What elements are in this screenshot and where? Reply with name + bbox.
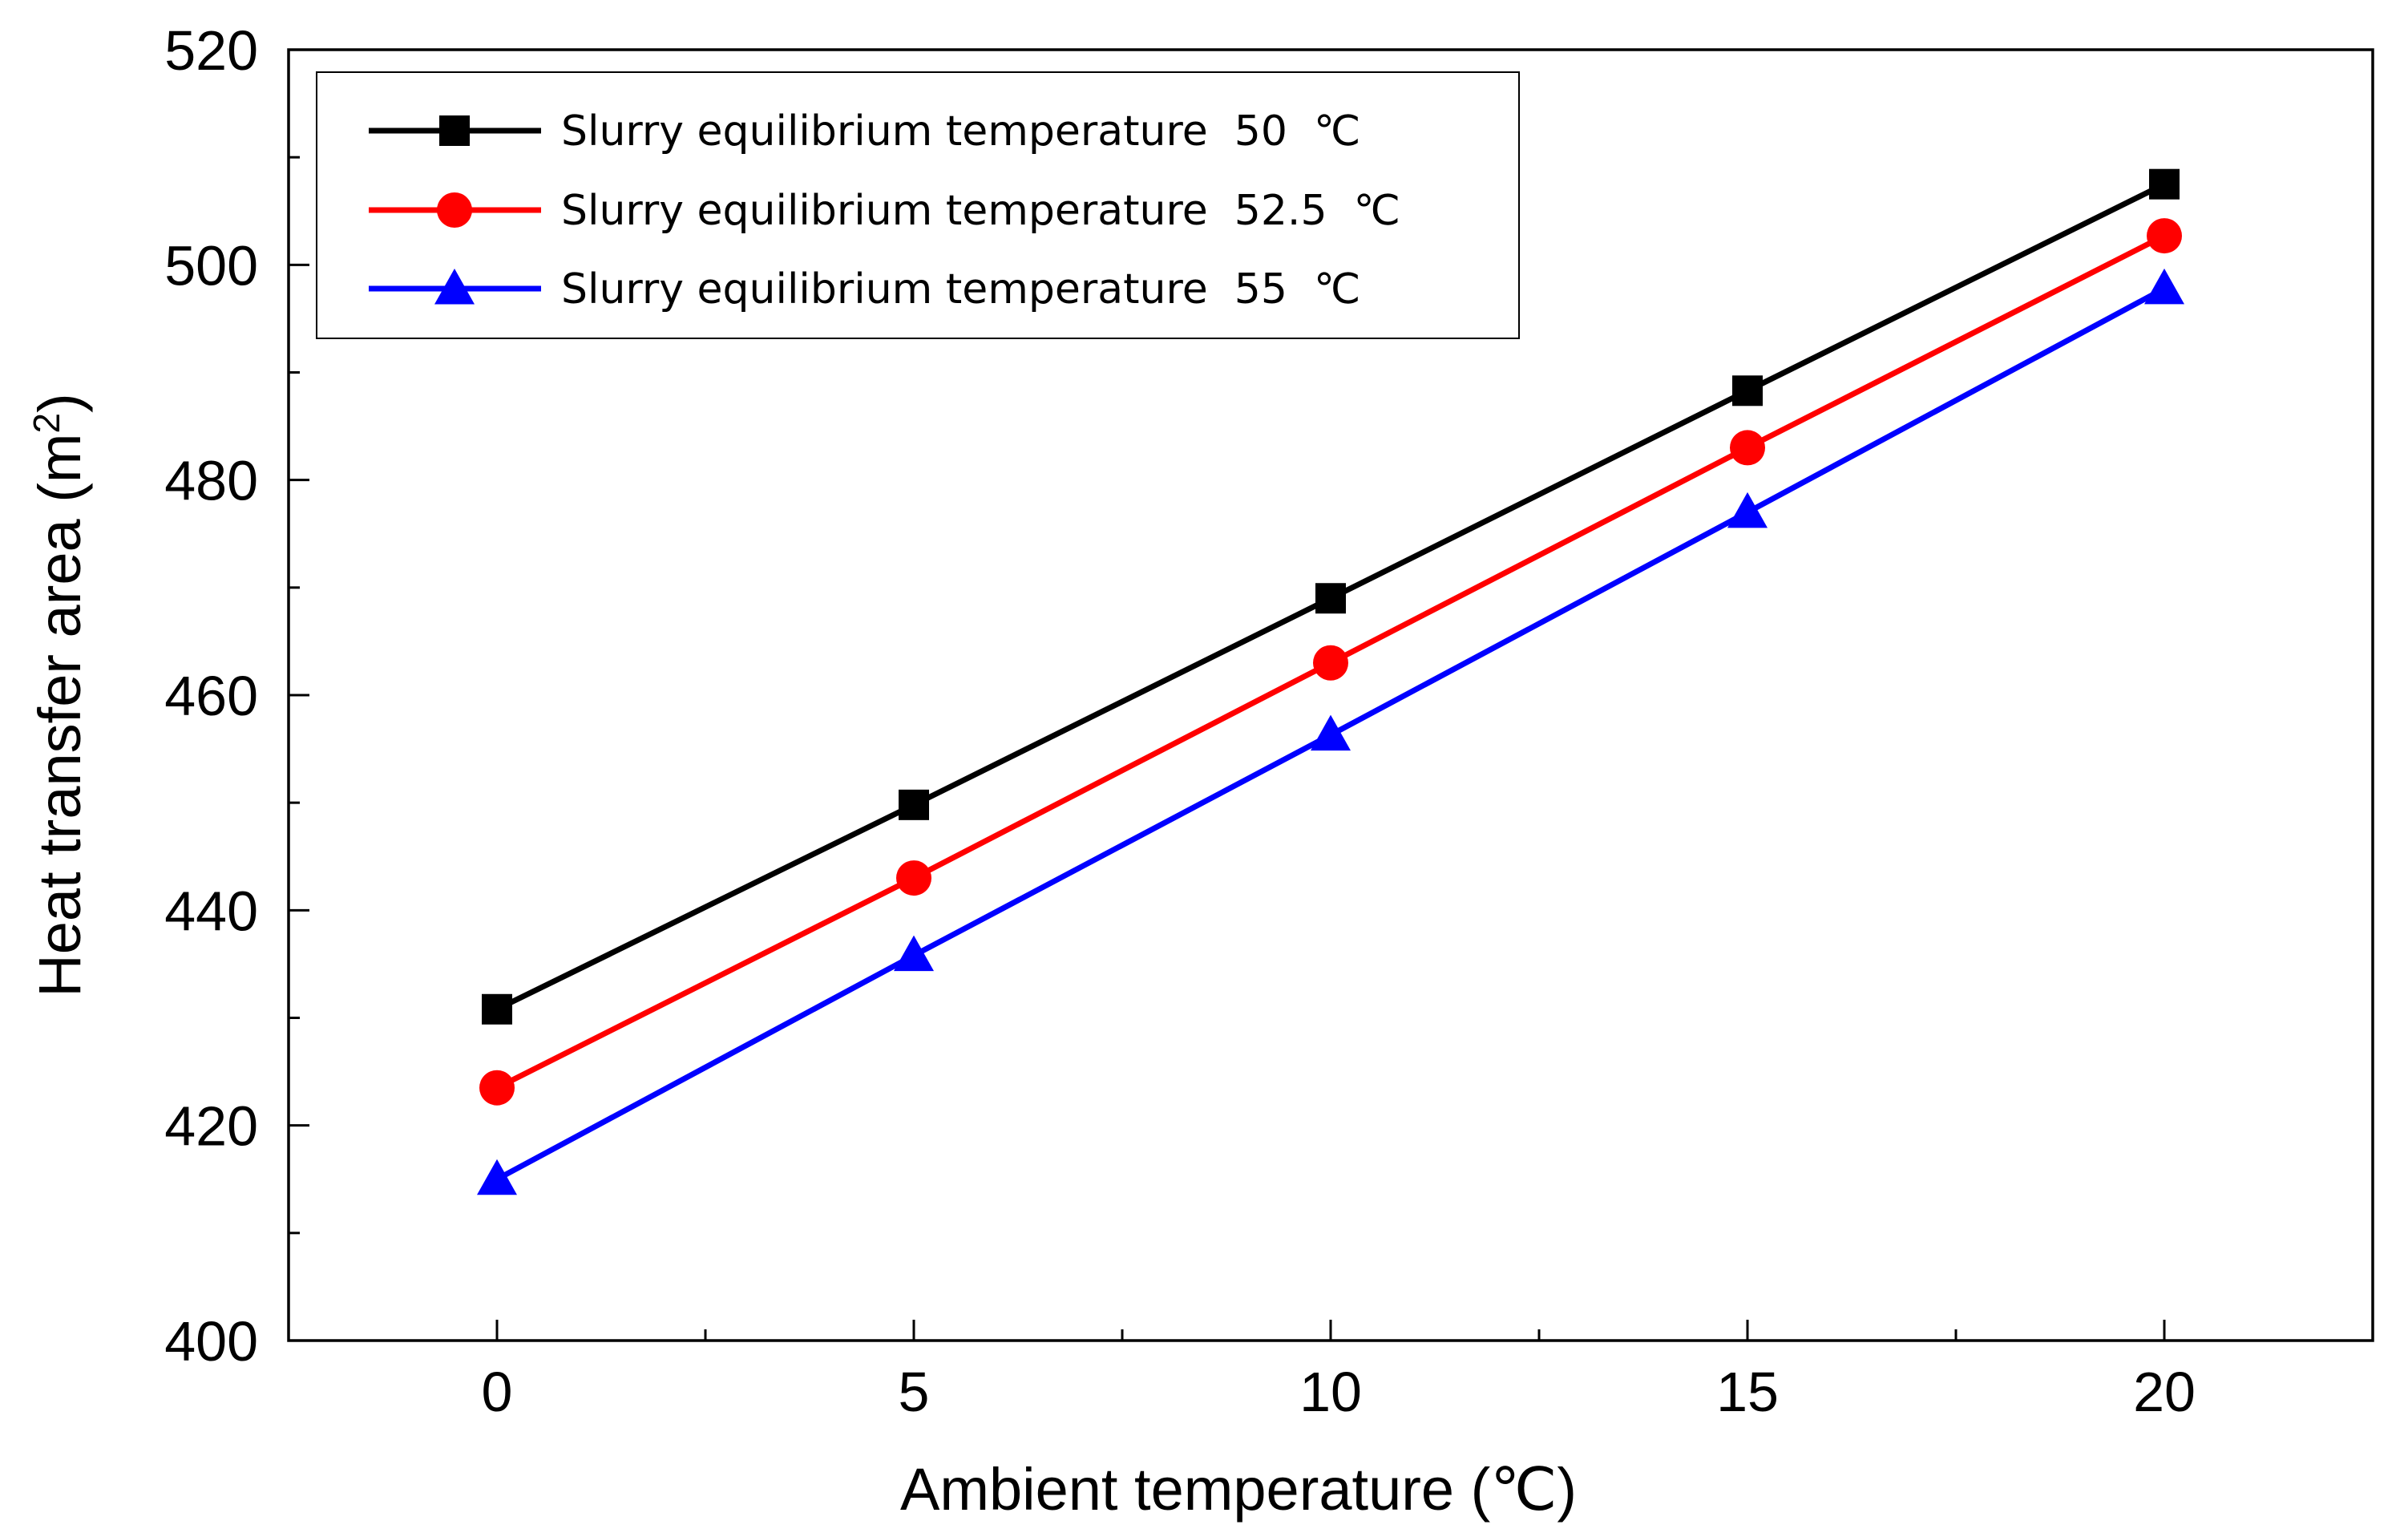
- series-50-marker: [899, 789, 929, 820]
- axis-tick-labels: 0 5 10 15 20 400 420 440 460 480 500 520: [164, 19, 2196, 1423]
- legend-entries: Slurry equilibrium temperature 50 ℃ Slurr…: [369, 107, 1400, 313]
- y-tick-label: 500: [164, 234, 258, 297]
- legend-box: [316, 71, 1520, 339]
- y-tick-label: 440: [164, 880, 258, 942]
- series-50-legend-label: Slurry equilibrium temperature 50 ℃: [561, 107, 1360, 156]
- x-tick-label: 10: [1299, 1361, 1362, 1423]
- axis-ticks: [289, 48, 2166, 1342]
- series-50-marker: [482, 993, 512, 1025]
- y-tick-label: 480: [164, 450, 258, 512]
- x-axis-label: Ambient temperature (℃): [900, 1456, 1577, 1523]
- series-50-marker: [2149, 168, 2180, 200]
- series-55-marker: [1311, 714, 1351, 751]
- x-tick-label: 15: [1716, 1361, 1779, 1423]
- series-50-legend-marker: [439, 115, 470, 146]
- series-52-5-marker: [479, 1070, 515, 1106]
- series-55-legend-marker: [434, 269, 475, 305]
- y-tick-label: 460: [164, 665, 258, 727]
- series-52-5-marker: [896, 860, 931, 896]
- series-55-marker: [1727, 491, 1768, 528]
- series-55-marker: [894, 935, 934, 972]
- series-52-5-legend-marker: [437, 192, 472, 228]
- y-tick-label: 420: [164, 1095, 258, 1158]
- series-52-5-marker: [1730, 430, 1765, 466]
- x-tick-label: 20: [2133, 1361, 2196, 1423]
- y-tick-label: 400: [164, 1310, 258, 1373]
- series-55-legend-label: Slurry equilibrium temperature 55 ℃: [561, 265, 1360, 313]
- series-50-marker: [1315, 583, 1346, 614]
- series-55-marker: [477, 1159, 517, 1195]
- series-52-5-legend-label: Slurry equilibrium temperature 52.5 ℃: [561, 187, 1400, 235]
- y-axis-label: Heat transfer area (m2): [26, 393, 93, 997]
- x-tick-label: 0: [482, 1361, 513, 1423]
- series-markers: [477, 168, 2184, 1195]
- series-52-5-marker: [2147, 218, 2182, 254]
- series-50-marker: [1732, 375, 1763, 406]
- y-axis-label-main: Heat transfer area (m: [26, 433, 93, 997]
- y-axis-label-superscript: 2: [26, 413, 67, 434]
- series-55-marker: [2144, 268, 2184, 305]
- y-axis-label-close: ): [26, 393, 93, 413]
- y-tick-label: 520: [164, 19, 258, 82]
- series-52-5-marker: [1313, 645, 1348, 681]
- x-tick-label: 5: [899, 1361, 930, 1423]
- legend: Slurry equilibrium temperature 50 ℃ Slurr…: [316, 71, 1520, 339]
